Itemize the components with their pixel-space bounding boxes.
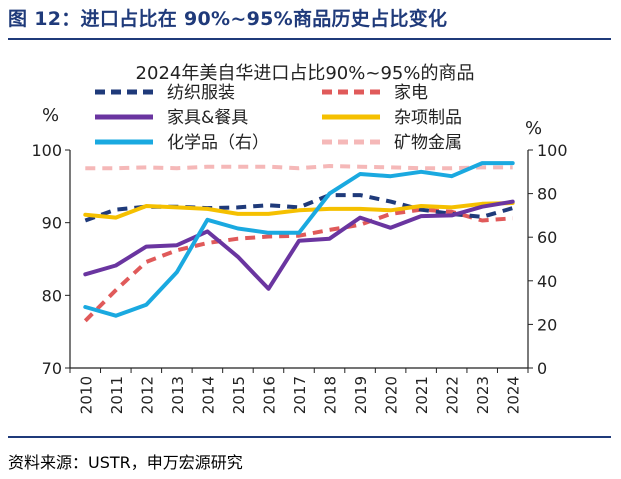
series-line-1: [83, 207, 513, 323]
figure-title: 图 12：进口占比在 90%~95%商品历史占比变化: [8, 8, 448, 30]
x-tick-label: 2024: [505, 376, 523, 414]
x-tick-label: 2022: [444, 376, 462, 414]
y-axis-left-unit: %: [42, 105, 59, 126]
series-line-5: [85, 164, 513, 171]
x-tick-label: 2013: [169, 376, 187, 414]
x-tick-label: 2016: [260, 376, 278, 414]
y-left-tick-label: 80: [42, 286, 62, 305]
legend-label: 杂项制品: [394, 108, 462, 128]
top-rule: [8, 38, 611, 40]
x-tick-label: 2012: [138, 376, 156, 414]
x-tick-label: 2020: [383, 376, 401, 414]
x-tick-label: 2019: [352, 376, 370, 414]
y-left-tick-label: 90: [42, 214, 62, 233]
legend-label: 纺织服装: [167, 83, 235, 103]
x-tick-label: 2017: [291, 376, 309, 414]
series-layer: [83, 161, 515, 323]
bottom-rule: [8, 436, 611, 438]
y-right-tick-label: 20: [537, 315, 557, 334]
y-right-tick-label: 80: [537, 185, 557, 204]
x-tick-label: 2010: [77, 376, 95, 414]
y-right-tick-label: 60: [537, 228, 557, 247]
legend-label: 矿物金属: [394, 133, 462, 153]
legend-label: 化学品（右）: [167, 133, 269, 153]
y-right-tick-label: 40: [537, 272, 557, 291]
series-line-4: [83, 161, 515, 318]
x-tick-label: 2014: [199, 376, 217, 414]
series-line-3: [83, 201, 515, 220]
axes: 70 80 90 100 0 20 40 60 80 100 2010 2011 2012 2013 201…: [31, 141, 567, 414]
x-tick-label: 2021: [413, 376, 431, 414]
y-left-tick-label: 100: [31, 141, 62, 160]
chart-title: 2024年美自华进口占比90%~95%的商品: [136, 63, 475, 84]
y-left-tick-label: 70: [42, 359, 62, 378]
legend-label: 家电: [394, 83, 428, 103]
legend-label: 家具&餐具: [167, 108, 248, 128]
x-tick-label: 2011: [108, 376, 126, 414]
x-tick-label: 2018: [322, 376, 340, 414]
y-right-tick-label: 0: [537, 359, 547, 378]
source-note: 资料来源：USTR，申万宏源研究: [8, 453, 243, 472]
series-line-2: [83, 199, 515, 291]
y-right-tick-label: 100: [537, 141, 568, 160]
x-tick-label: 2015: [230, 376, 248, 414]
x-tick-label: 2023: [474, 376, 492, 414]
y-axis-right-unit: %: [525, 118, 542, 139]
